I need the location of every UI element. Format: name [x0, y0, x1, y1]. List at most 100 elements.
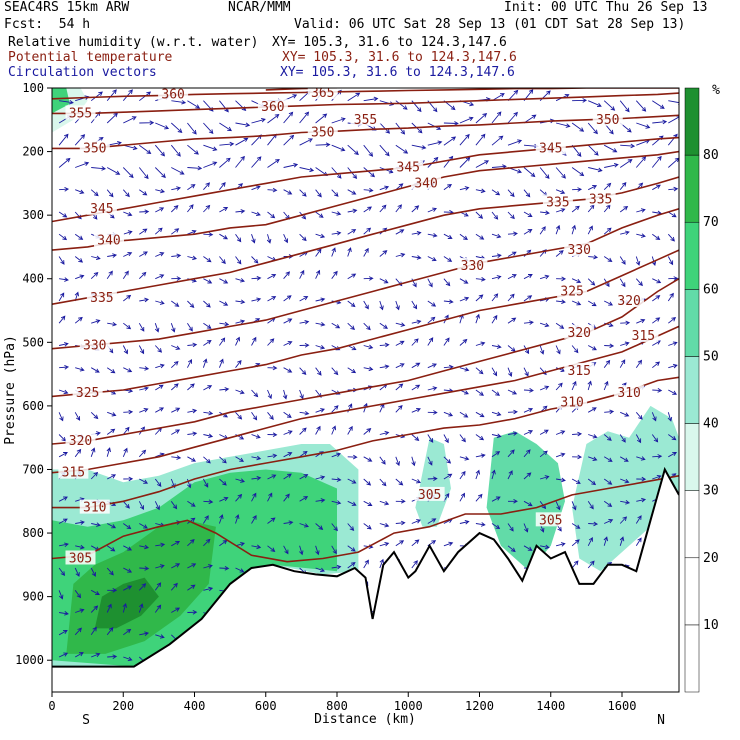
vector-arrow-171	[299, 189, 307, 197]
vector-arrow-311	[667, 256, 674, 266]
vector-arrow-800	[379, 541, 390, 547]
vector-arrow-802	[411, 539, 420, 547]
vector-arrow-88	[219, 141, 235, 147]
colorbar-tick-10: 10	[703, 618, 719, 633]
vector-arrow-723	[395, 499, 406, 504]
vector-arrow-42	[106, 112, 118, 124]
vector-arrow-326	[283, 271, 291, 279]
vector-arrow-787	[171, 540, 181, 547]
vector-arrow-280	[171, 253, 182, 259]
vector-arrow-749	[187, 517, 196, 524]
vector-arrow-113	[620, 143, 636, 149]
vector-arrow-79	[74, 134, 86, 146]
theta-label-310-2: 310	[617, 386, 640, 401]
theta-label-335-2: 335	[589, 192, 612, 207]
vector-arrow-555	[203, 410, 214, 416]
vector-arrow-562	[315, 408, 325, 413]
vector-arrow-686	[427, 476, 438, 481]
vector-arrow-173	[331, 189, 339, 197]
vector-arrow-160	[122, 189, 130, 198]
colorbar-tick-80: 80	[703, 148, 719, 163]
vector-arrow-223	[507, 211, 515, 220]
vector-arrow-619	[603, 434, 612, 441]
vector-arrow-816	[635, 537, 642, 547]
vector-arrow-829	[219, 566, 230, 571]
vector-arrow-224	[523, 211, 533, 217]
vector-arrow-56	[331, 117, 346, 124]
vector-arrow-442	[267, 338, 275, 346]
vector-arrow-814	[603, 536, 609, 546]
rh-region-5	[486, 431, 565, 572]
vector-arrow-866	[187, 584, 196, 591]
vector-arrow-598	[267, 432, 278, 438]
vector-arrow-344	[571, 278, 582, 284]
vector-arrow-494	[475, 367, 484, 375]
vector-arrow-553	[171, 407, 181, 413]
colorbar-bin-4	[684, 356, 700, 424]
vector-arrow-505	[652, 361, 661, 369]
vector-arrow-941	[139, 631, 150, 636]
theta-label-bg-350-1	[307, 124, 338, 139]
vector-arrow-176	[379, 185, 390, 191]
vector-arrow-123	[154, 167, 166, 179]
vector-arrow-350	[668, 276, 679, 281]
vector-arrow-278	[139, 251, 148, 257]
vector-arrow-669	[154, 478, 162, 487]
vector-arrow-46	[170, 122, 183, 134]
vector-arrow-514	[170, 383, 179, 391]
vector-arrow-301	[507, 251, 517, 257]
vector-arrow-18	[347, 92, 361, 102]
vector-arrow-512	[139, 386, 149, 391]
vector-arrow-356	[139, 297, 150, 303]
vector-arrow-401	[235, 319, 246, 325]
theta-label-315-0: 315	[62, 466, 85, 481]
vector-arrow-942	[155, 634, 165, 639]
vector-arrow-901	[122, 603, 128, 613]
vector-arrow-830	[235, 567, 245, 573]
vector-arrow-808	[507, 545, 516, 553]
vector-arrow-726	[443, 493, 450, 502]
theta-label-bg-320-1	[564, 324, 595, 339]
vector-arrow-383	[571, 300, 582, 306]
field-theta-xy: XY= 105.3, 31.6 to 124.3,147.6	[282, 50, 517, 65]
vector-arrow-307	[603, 256, 613, 263]
vector-arrow-162	[155, 188, 166, 194]
vector-arrow-601	[315, 425, 321, 435]
vector-arrow-599	[283, 430, 293, 435]
theta-label-360-0: 360	[161, 87, 184, 102]
vector-arrow-233	[668, 211, 677, 218]
vector-arrow-84	[154, 144, 166, 157]
vector-arrow-388	[652, 295, 661, 302]
vector-arrow-903	[154, 604, 162, 613]
vector-arrow-274	[74, 256, 84, 263]
vector-arrow-83	[139, 144, 152, 155]
vector-arrow-519	[251, 389, 259, 398]
vector-arrow-572	[475, 411, 485, 418]
vector-arrow-445	[315, 344, 326, 350]
vector-arrow-54	[299, 111, 310, 124]
vector-arrow-656	[572, 454, 583, 460]
vector-arrow-654	[539, 450, 548, 458]
theta-label-330-1: 330	[461, 259, 484, 274]
theta-label-bg-360-1	[257, 99, 288, 114]
vector-arrow-468	[59, 364, 70, 370]
vector-arrow-641	[331, 452, 341, 458]
vector-arrow-378	[491, 293, 499, 302]
vector-arrow-143	[475, 160, 490, 168]
vector-arrow-727	[459, 492, 465, 502]
vector-arrow-649	[459, 456, 470, 461]
vector-arrow-221	[475, 211, 484, 219]
vector-arrow-147	[539, 167, 550, 180]
x-end-label-north: N	[657, 713, 665, 728]
vector-arrow-67	[507, 111, 518, 124]
vector-arrow-277	[123, 251, 133, 257]
theta-contour-340	[52, 150, 679, 251]
vector-arrow-382	[556, 299, 566, 305]
x-end-label-south: S	[82, 713, 90, 728]
vector-arrow-82	[123, 144, 138, 151]
vector-arrow-745	[123, 523, 132, 530]
vector-arrow-439	[219, 337, 226, 346]
theta-label-305-0: 305	[69, 551, 92, 566]
vector-arrow-448	[363, 344, 374, 350]
vector-arrow-293	[379, 250, 388, 257]
